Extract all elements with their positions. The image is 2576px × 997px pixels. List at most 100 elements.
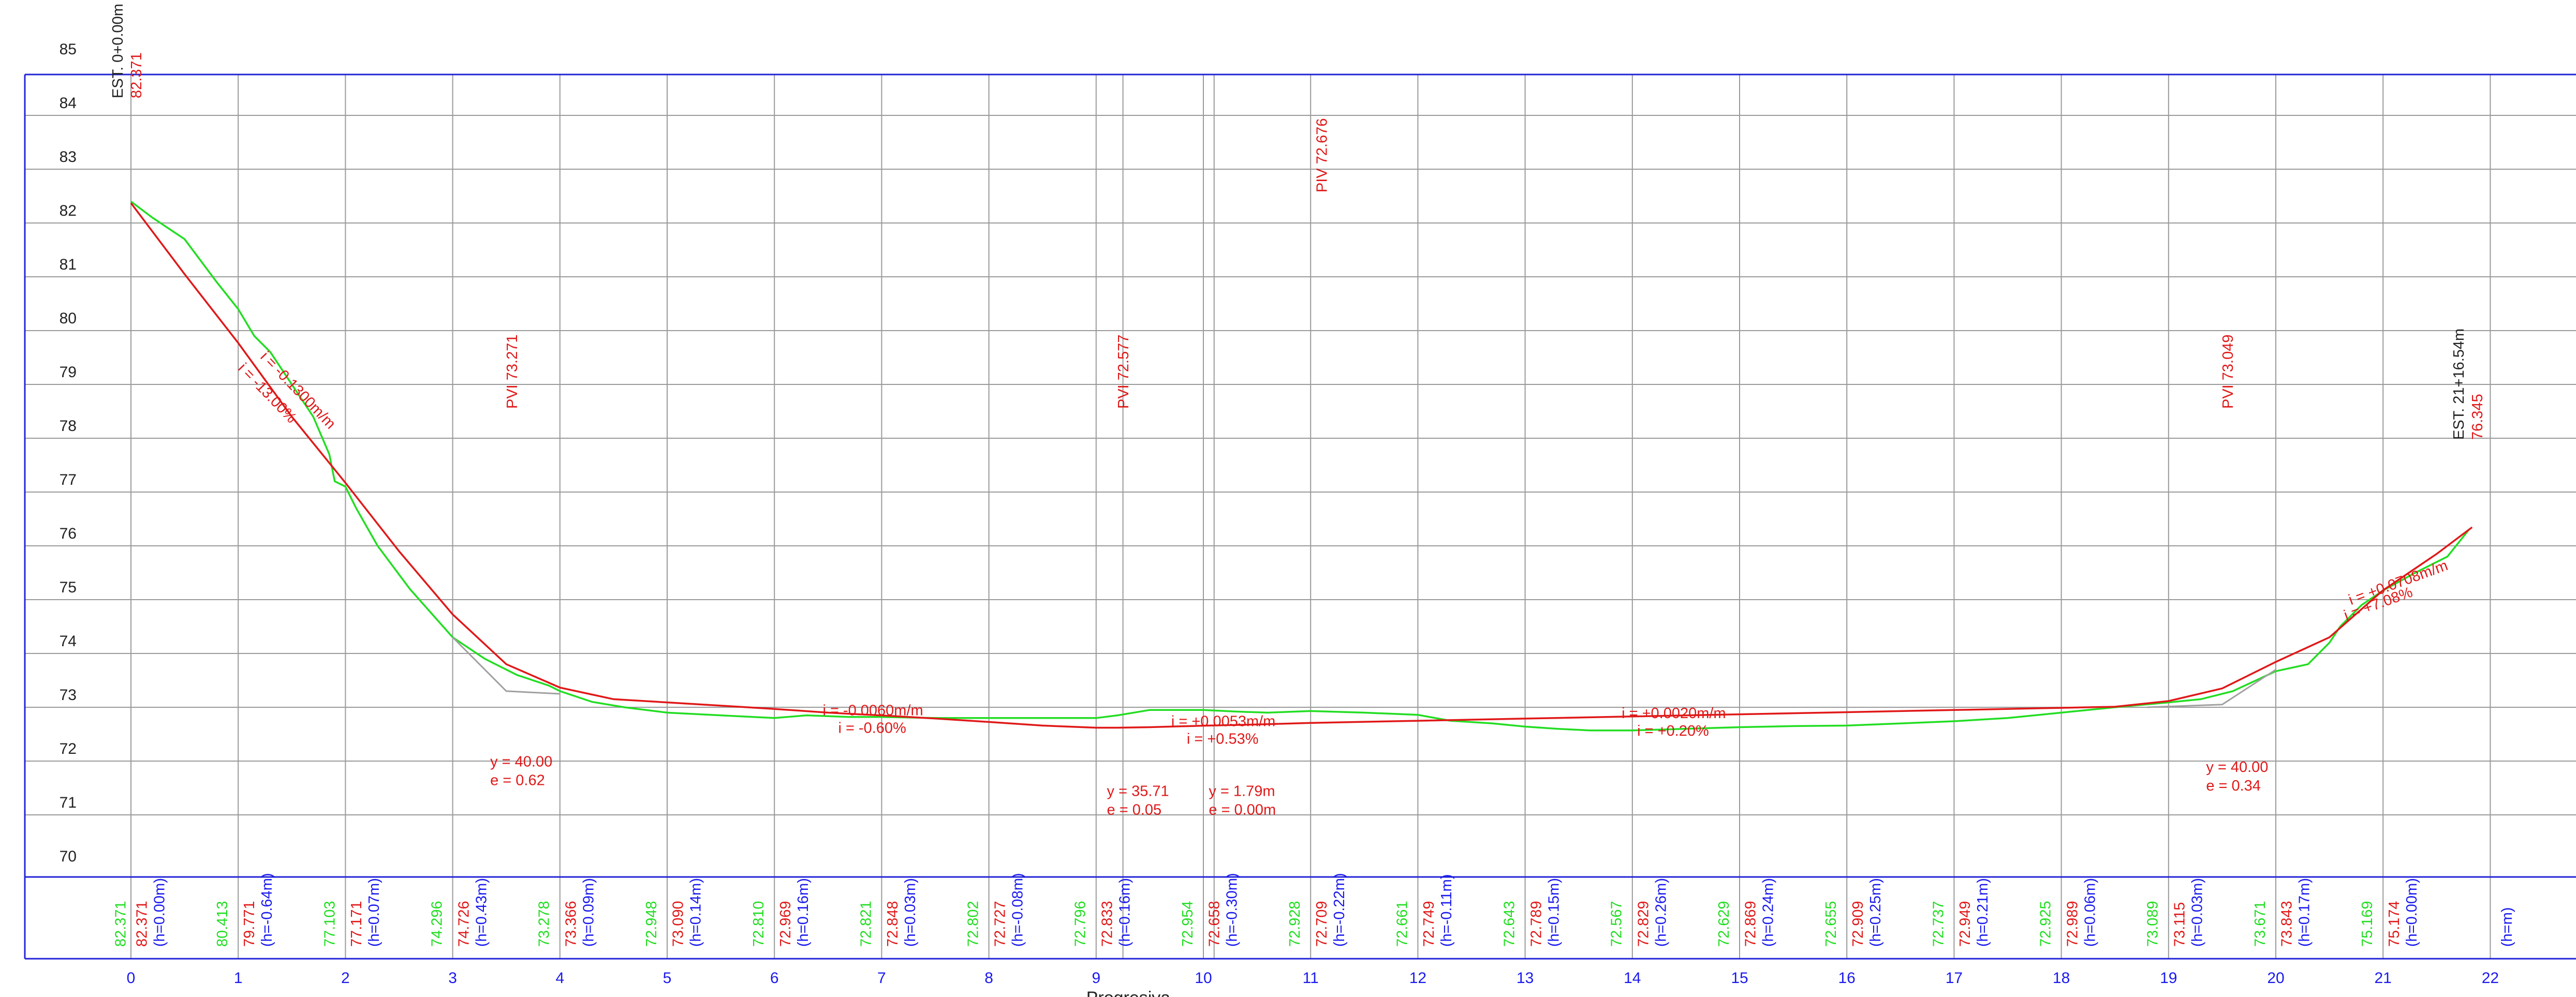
- grade-label: i = +0.0020m/m: [1622, 705, 1726, 722]
- band-terrain-elev: 72.643: [1502, 901, 1518, 947]
- plot-frame: [24, 73, 2576, 960]
- curve-label-e: e = 0.05: [1107, 802, 1162, 819]
- pvi-label: PVI 73.271: [504, 335, 521, 409]
- band-grade-elev: 72.749: [1421, 901, 1437, 947]
- band-height: (h=-0.22m): [1331, 873, 1348, 947]
- x-tick-label: 0: [127, 970, 136, 987]
- x-axis-ticks: 012345678910111213141516171819202122Prog…: [127, 970, 2499, 997]
- grade-label-percent: i = -0.60%: [838, 720, 906, 737]
- band-terrain-elev: 72.737: [1930, 901, 1947, 947]
- band-grade-elev: 72.833: [1099, 901, 1116, 947]
- curve-label-e: e = 0.00m: [1209, 802, 1276, 819]
- grade-label: i = -0.0060m/m: [822, 703, 923, 719]
- x-tick-label: 20: [2267, 970, 2284, 987]
- x-tick-label: 17: [1946, 970, 1963, 987]
- band-height: (h=0.16m): [795, 878, 812, 947]
- station-label: EST. 21+16.54m: [2451, 329, 2467, 440]
- existing-line: [452, 636, 560, 695]
- station-elev-label: 76.345: [2469, 394, 2486, 440]
- band-terrain-elev: 72.796: [1072, 901, 1089, 947]
- band-height: (h=0.26m): [1653, 878, 1670, 947]
- band-grade-elev: 72.658: [1206, 901, 1223, 947]
- band-height: (h=m): [2499, 907, 2515, 947]
- x-tick-label: 14: [1624, 970, 1641, 987]
- x-tick-label: 9: [1092, 970, 1100, 987]
- band-grade-elev: 73.843: [2279, 901, 2295, 947]
- curve-label-y: y = 1.79m: [1209, 783, 1275, 800]
- band-height: (h=0.07m): [366, 878, 382, 947]
- series-group: [130, 201, 2473, 732]
- x-tick-label: 22: [2482, 970, 2499, 987]
- x-tick-label: 1: [234, 970, 243, 987]
- band-grade-elev: 75.174: [2386, 901, 2403, 947]
- band-terrain-elev: 72.954: [1180, 901, 1196, 947]
- y-tick-label: 83: [60, 148, 77, 166]
- band-height: (h=0.14m): [688, 878, 704, 947]
- y-tick-label: 85: [60, 41, 77, 58]
- x-tick-label: 15: [1731, 970, 1748, 987]
- band-terrain-elev: 72.948: [643, 901, 660, 947]
- x-tick-label: 16: [1838, 970, 1856, 987]
- band-grade-elev: 72.949: [1957, 901, 1974, 947]
- band-height: (h=0.00m): [152, 878, 168, 947]
- band-terrain-elev: 74.296: [429, 901, 446, 947]
- band-grade-elev: 72.829: [1636, 901, 1652, 947]
- band-terrain-elev: 77.103: [321, 901, 338, 947]
- annotation-labels: EST. 0+0.00m 82.371 EST. 21+16.54m 76.345 PV…: [110, 4, 2486, 819]
- band-height: (h=0.00m): [2404, 878, 2420, 947]
- band-terrain-elev: 80.413: [214, 901, 231, 947]
- band-height: (h=-0.64m): [259, 873, 275, 947]
- pvi-label: PVI 72.577: [1115, 335, 1132, 409]
- y-tick-label: 79: [60, 364, 77, 381]
- band-grade-elev: 73.366: [563, 901, 580, 947]
- x-tick-label: 11: [1303, 970, 1319, 987]
- band-terrain-elev: 73.089: [2145, 901, 2161, 947]
- band-grade-elev: 73.115: [2172, 902, 2188, 947]
- band-grade-elev: 72.789: [1528, 901, 1544, 947]
- band-terrain-elev: 72.629: [1716, 901, 1732, 947]
- pvi-label: PVI 73.049: [2220, 335, 2236, 409]
- band-height: (h=0.03m): [902, 878, 919, 947]
- terrain-line: [130, 201, 2470, 732]
- band-terrain-elev: 73.278: [536, 901, 553, 947]
- x-tick-label: 5: [663, 970, 672, 987]
- y-tick-label: 82: [60, 202, 77, 219]
- band-height: (h=0.09m): [581, 878, 597, 947]
- band-grade-elev: 79.771: [241, 901, 258, 947]
- y-tick-label: 84: [60, 95, 77, 112]
- band-terrain-elev: 72.655: [1823, 901, 1839, 947]
- y-tick-label: 70: [60, 848, 77, 865]
- curve-label-y: y = 35.71: [1107, 783, 1169, 800]
- x-tick-label: 10: [1195, 970, 1212, 987]
- band-terrain-elev: 72.928: [1287, 901, 1303, 947]
- x-axis-label: Progresiva: [1086, 988, 1171, 997]
- band-terrain-elev: 72.567: [1609, 901, 1625, 947]
- band-grade-elev: 72.869: [1743, 901, 1759, 947]
- grade-line: [130, 202, 2473, 729]
- band-terrain-elev: 73.671: [2252, 901, 2269, 947]
- y-tick-label: 73: [60, 687, 77, 704]
- band-grade-elev: 82.371: [134, 901, 151, 947]
- x-tick-label: 21: [2375, 970, 2392, 987]
- station-elev-label: 82.371: [128, 52, 145, 98]
- band-grade-elev: 72.969: [777, 901, 794, 947]
- x-tick-label: 12: [1409, 970, 1426, 987]
- x-tick-label: 13: [1517, 970, 1534, 987]
- x-tick-label: 18: [2053, 970, 2070, 987]
- y-tick-label: 74: [60, 633, 77, 650]
- x-tick-label: 2: [341, 970, 350, 987]
- x-tick-label: 8: [984, 970, 993, 987]
- curve-label-e: e = 0.34: [2206, 778, 2261, 794]
- band-grade-elev: 72.709: [1314, 901, 1330, 947]
- y-tick-label: 80: [60, 310, 77, 327]
- grade-label-percent: i = +0.53%: [1187, 731, 1259, 747]
- band-height: (h=0.24m): [1760, 878, 1777, 947]
- station-label: EST. 0+0.00m: [110, 4, 126, 98]
- y-tick-label: 76: [60, 525, 77, 542]
- y-tick-label: 78: [60, 418, 77, 435]
- curve-label-e: e = 0.62: [490, 772, 545, 788]
- curve-label-y: y = 40.00: [2206, 759, 2268, 776]
- band-terrain-elev: 72.821: [858, 901, 874, 947]
- y-tick-label: 75: [60, 579, 77, 596]
